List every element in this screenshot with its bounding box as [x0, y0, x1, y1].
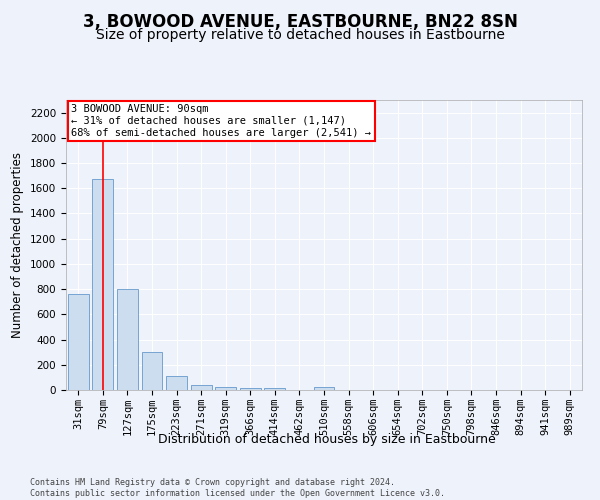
Bar — [191, 385, 212, 390]
Text: 3 BOWOOD AVENUE: 90sqm
← 31% of detached houses are smaller (1,147)
68% of semi-: 3 BOWOOD AVENUE: 90sqm ← 31% of detached… — [71, 104, 371, 138]
Text: Distribution of detached houses by size in Eastbourne: Distribution of detached houses by size … — [158, 432, 496, 446]
Y-axis label: Number of detached properties: Number of detached properties — [11, 152, 25, 338]
Bar — [215, 387, 236, 390]
Text: Size of property relative to detached houses in Eastbourne: Size of property relative to detached ho… — [95, 28, 505, 42]
Text: Contains HM Land Registry data © Crown copyright and database right 2024.
Contai: Contains HM Land Registry data © Crown c… — [30, 478, 445, 498]
Bar — [117, 289, 138, 390]
Text: 3, BOWOOD AVENUE, EASTBOURNE, BN22 8SN: 3, BOWOOD AVENUE, EASTBOURNE, BN22 8SN — [83, 12, 517, 30]
Bar — [314, 387, 334, 390]
Bar — [166, 376, 187, 390]
Bar — [68, 294, 89, 390]
Bar — [240, 388, 261, 390]
Bar — [92, 180, 113, 390]
Bar — [265, 388, 286, 390]
Bar — [142, 352, 163, 390]
